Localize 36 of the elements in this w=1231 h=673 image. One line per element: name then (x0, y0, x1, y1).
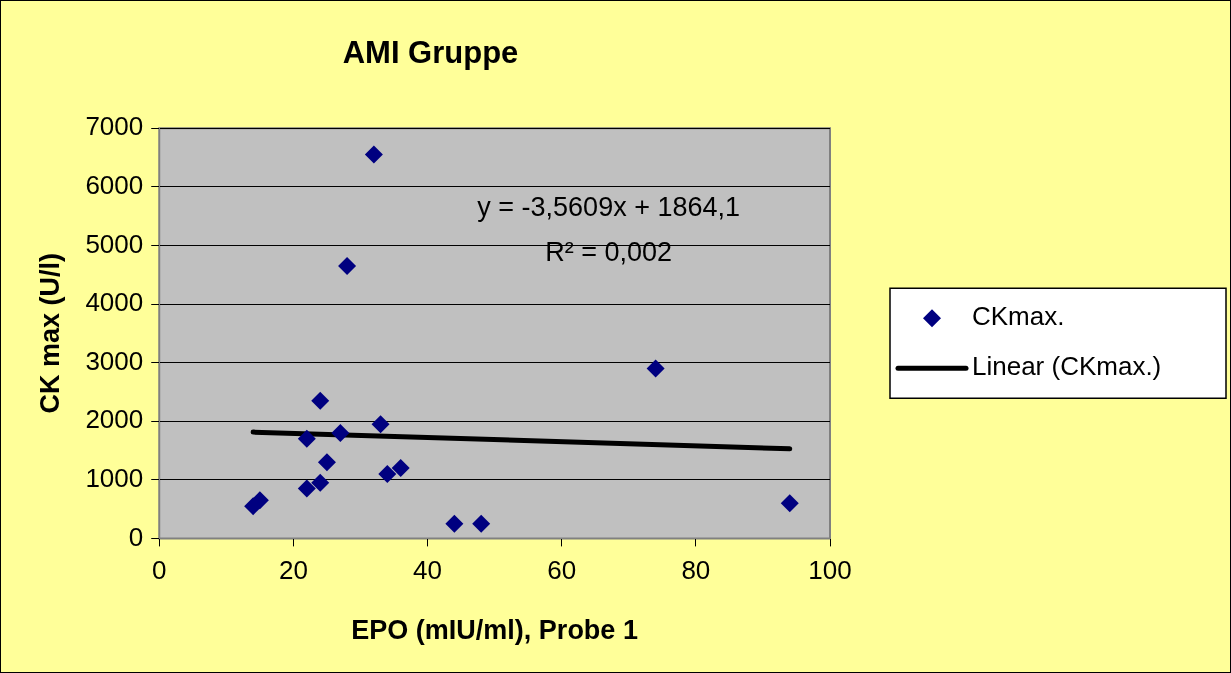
x-axis-title: EPO (mIU/ml), Probe 1 (351, 615, 638, 646)
point (338, 256, 357, 275)
point (311, 391, 330, 410)
chart-title: AMI Gruppe (342, 35, 519, 71)
x-tick-label: 100 (808, 555, 852, 586)
annotation: y = -3,5609x + 1864,1 (477, 191, 740, 222)
point (297, 429, 316, 448)
point (311, 473, 330, 492)
x-tick-label: 60 (547, 555, 577, 586)
x-tick-label: 80 (681, 555, 711, 586)
y-tick-label: 0 (128, 521, 144, 552)
y-axis-title: CK max (U/l) (34, 253, 65, 414)
x-tick-label: 0 (152, 555, 167, 586)
point (391, 459, 410, 478)
x-tick-label: 40 (413, 555, 442, 586)
legend-label: CKmax. (972, 301, 1065, 332)
y-tick-label: 4000 (85, 287, 144, 318)
annotation: R² = 0,002 (545, 236, 673, 267)
point (371, 415, 390, 434)
point (780, 494, 799, 513)
point (317, 453, 336, 472)
y-tick-label: 2000 (85, 404, 144, 435)
y-tick-label: 3000 (85, 345, 144, 376)
y-tick-label: 1000 (85, 462, 144, 493)
y-tick-label: 5000 (85, 228, 144, 259)
x-tick-label: 20 (278, 555, 308, 586)
point (646, 359, 665, 378)
point (472, 514, 491, 533)
legend-label: Linear (CKmax.) (972, 351, 1162, 382)
point (378, 464, 397, 483)
y-tick-label: 6000 (85, 169, 144, 200)
point (331, 423, 350, 442)
y-tick-label: 7000 (85, 111, 144, 142)
point (364, 145, 383, 164)
point (297, 479, 316, 498)
point (445, 514, 464, 533)
